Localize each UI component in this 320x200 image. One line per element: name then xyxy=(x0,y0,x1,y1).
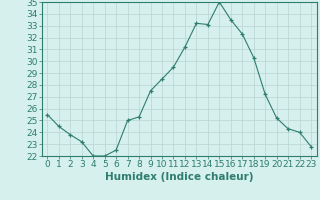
X-axis label: Humidex (Indice chaleur): Humidex (Indice chaleur) xyxy=(105,172,253,182)
